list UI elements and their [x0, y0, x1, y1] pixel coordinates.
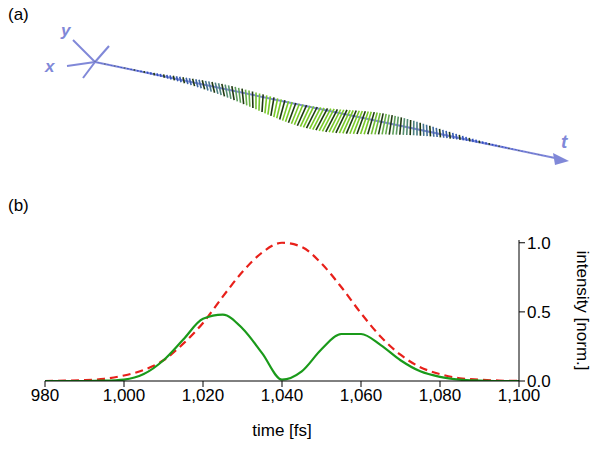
svg-text:1,040: 1,040	[261, 386, 304, 405]
svg-text:0.0: 0.0	[527, 372, 551, 391]
svg-text:time [fs]: time [fs]	[252, 421, 312, 440]
svg-text:1,000: 1,000	[103, 386, 146, 405]
svg-text:intensity [norm.]: intensity [norm.]	[573, 251, 592, 371]
svg-text:1,020: 1,020	[182, 386, 225, 405]
svg-text:(a): (a)	[8, 5, 29, 24]
html-text:(b): (b)	[8, 196, 29, 215]
svg-text:y: y	[60, 21, 72, 40]
svg-text:0.5: 0.5	[527, 303, 551, 322]
svg-text:980: 980	[31, 386, 59, 405]
svg-text:1,060: 1,060	[340, 386, 383, 405]
svg-text:1.0: 1.0	[527, 234, 551, 253]
svg-text:1,100: 1,100	[497, 386, 541, 406]
svg-text:1,080: 1,080	[419, 386, 462, 405]
svg-text:x: x	[44, 57, 56, 76]
svg-text:t: t	[561, 131, 568, 152]
